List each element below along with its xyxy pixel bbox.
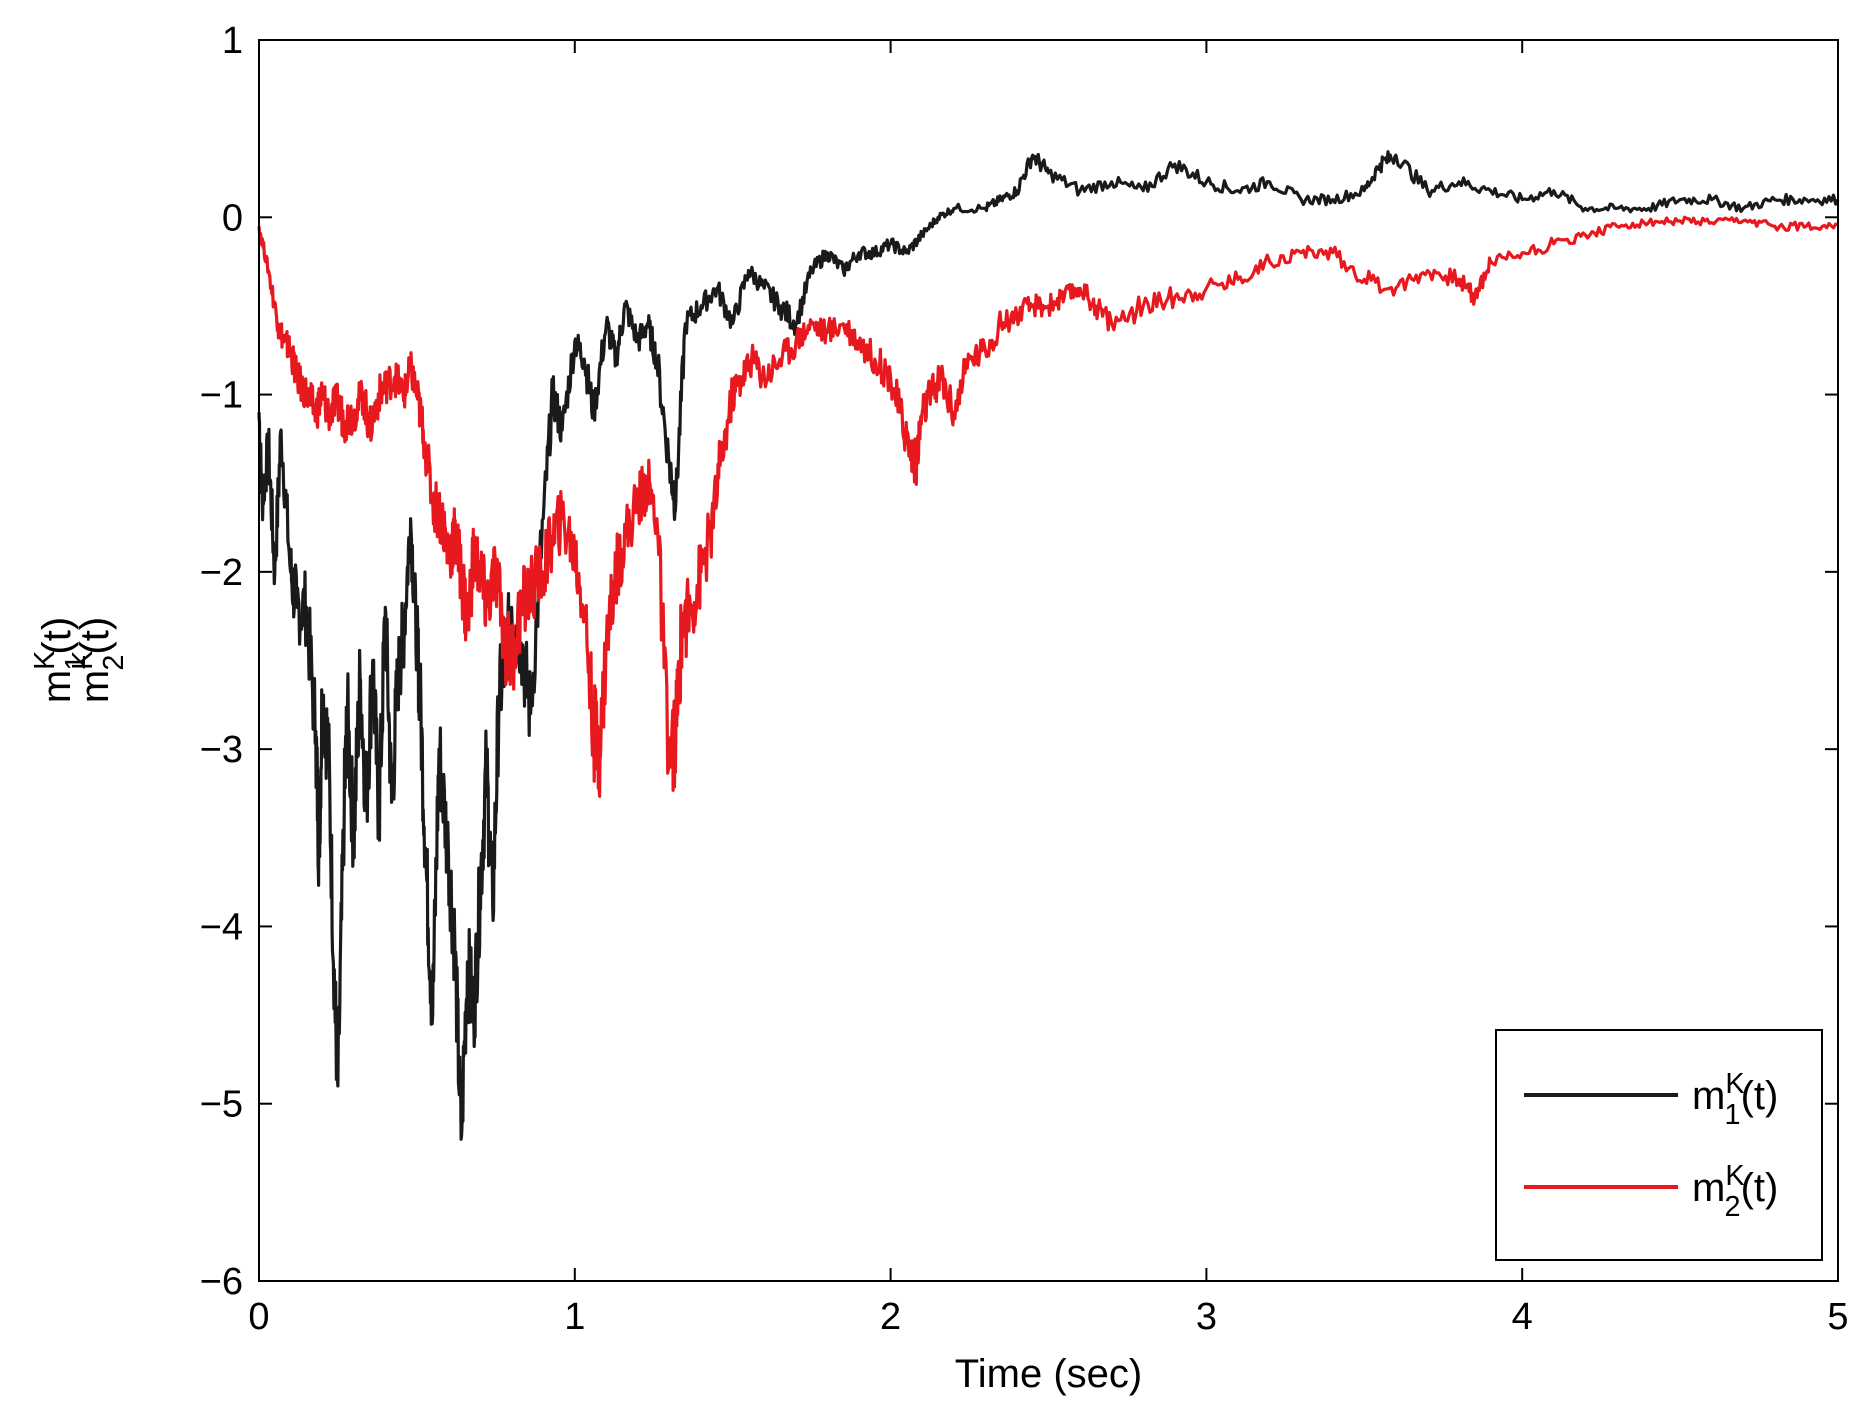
y-tick-label: −5 <box>200 1084 243 1126</box>
plot-frame <box>258 39 1839 1282</box>
legend-label: mK 1(t) <box>1692 1068 1778 1131</box>
y-tick-label: −3 <box>200 729 243 771</box>
y-tick-label: −4 <box>200 906 243 948</box>
y-label-line: mK1(t) <box>29 617 92 703</box>
y-label-text: mK1(t) <box>29 617 92 703</box>
series-line <box>257 215 1839 798</box>
y-axis-label: mK1(t)mK2(t) <box>29 617 130 703</box>
x-tick-label: 4 <box>1512 1296 1533 1338</box>
plot-lines <box>257 150 1840 1141</box>
y-tick-label: −6 <box>200 1261 243 1303</box>
legend: mK 1(t) mK 2(t) <box>1495 1029 1823 1261</box>
y-label-line: mK2(t) <box>67 617 130 703</box>
y-label-text: mK2(t) <box>67 617 130 703</box>
y-tick-label: −1 <box>200 375 243 417</box>
x-tick-label: 2 <box>880 1296 901 1338</box>
x-tick-label: 0 <box>248 1296 269 1338</box>
y-tick-label: 1 <box>222 20 243 62</box>
legend-box <box>1495 1029 1823 1261</box>
legend-label: mK 2(t) <box>1692 1160 1778 1223</box>
tick-labels: 0 1 2 3 4 5 1 0 −1 −2 −3 −4 −5 −6 <box>200 20 1849 1338</box>
x-tick-label: 5 <box>1827 1296 1848 1338</box>
y-tick-label: −2 <box>200 552 243 594</box>
series-line <box>257 150 1840 1141</box>
x-tick-label: 3 <box>1196 1296 1217 1338</box>
x-axis-label: Time (sec) <box>955 1352 1142 1396</box>
y-tick-label: 0 <box>222 197 243 239</box>
x-tick-label: 1 <box>564 1296 585 1338</box>
